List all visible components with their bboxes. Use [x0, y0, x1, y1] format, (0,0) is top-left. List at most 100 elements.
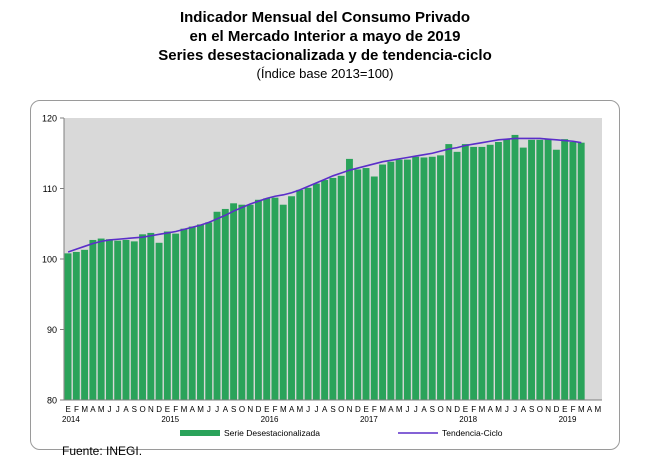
bar [461, 144, 469, 400]
bar [337, 175, 345, 400]
bar [271, 197, 279, 400]
x-year-label: 2015 [161, 415, 179, 424]
bar [379, 164, 386, 400]
bar [122, 239, 130, 400]
bar [254, 199, 262, 400]
x-month-label: F [273, 405, 278, 414]
bar [486, 144, 494, 400]
x-month-label: A [289, 405, 295, 414]
bar [577, 142, 585, 400]
x-month-label: J [116, 405, 120, 414]
bar [246, 204, 254, 400]
x-month-label: J [505, 405, 509, 414]
x-month-label: M [479, 405, 486, 414]
x-month-label: J [108, 405, 112, 414]
bar [453, 151, 461, 400]
x-month-label: N [347, 405, 353, 414]
bar [362, 168, 370, 400]
x-month-label: E [463, 405, 468, 414]
x-month-label: E [363, 405, 368, 414]
bar [213, 211, 221, 400]
x-month-label: J [513, 405, 517, 414]
bar [130, 241, 138, 401]
chart-title-line-2: en el Mercado Interior a mayo de 2019 [189, 28, 461, 45]
x-month-label: M [81, 405, 88, 414]
x-month-label: N [446, 405, 452, 414]
bar [428, 156, 436, 400]
x-year-label: 2016 [261, 415, 279, 424]
x-month-label: J [314, 405, 318, 414]
bar [89, 239, 97, 400]
bar [437, 155, 444, 400]
x-month-label: F [74, 405, 79, 414]
x-month-label: D [454, 405, 460, 414]
bar [163, 231, 171, 400]
bar [155, 242, 163, 400]
bar [172, 233, 180, 400]
bar [495, 141, 502, 400]
x-month-label: A [488, 405, 494, 414]
bar [445, 144, 453, 400]
chart-subtitle: Series desestacionalizada y de tendencia… [158, 47, 492, 64]
y-tick-label: 110 [43, 184, 57, 194]
x-month-label: A [123, 405, 129, 414]
bar [147, 232, 155, 400]
x-month-label: O [140, 405, 146, 414]
bar [403, 159, 411, 400]
x-month-label: M [98, 405, 105, 414]
x-month-label: M [578, 405, 585, 414]
bar [296, 189, 304, 400]
bar [478, 146, 486, 400]
x-month-label: F [173, 405, 178, 414]
x-month-label: J [215, 405, 219, 414]
chart-base-note: (Índice base 2013=100) [256, 66, 394, 81]
bar [569, 141, 577, 400]
y-tick-label: 90 [47, 325, 57, 335]
y-tick-label: 80 [47, 396, 57, 406]
x-month-label: F [471, 405, 476, 414]
bar [528, 139, 535, 400]
x-month-label: S [430, 405, 435, 414]
x-month-label: F [372, 405, 377, 414]
trend-line [67, 137, 582, 253]
bar [312, 183, 320, 400]
x-month-label: M [197, 405, 204, 414]
x-month-label: F [571, 405, 576, 414]
x-month-label: J [405, 405, 409, 414]
bar [346, 158, 353, 400]
x-month-label: E [264, 405, 269, 414]
x-month-label: M [181, 405, 188, 414]
x-month-label: S [132, 405, 137, 414]
bar [180, 228, 188, 400]
bar [114, 240, 122, 400]
bar [321, 180, 329, 400]
bar [205, 222, 213, 400]
x-month-label: D [355, 405, 361, 414]
x-year-label: 2019 [559, 415, 577, 424]
bar [64, 253, 72, 400]
x-year-label: 2018 [459, 415, 477, 424]
bar [97, 238, 105, 400]
x-month-label: M [396, 405, 403, 414]
chart-title-line-1: Indicador Mensual del Consumo Privado [179, 9, 471, 26]
x-month-label: A [521, 405, 527, 414]
chart-titles: Indicador Mensual del Consumo Privado en… [0, 8, 650, 82]
x-month-label: J [207, 405, 211, 414]
bar [544, 139, 552, 400]
bar [370, 176, 378, 400]
bar [238, 204, 246, 400]
x-month-label: S [330, 405, 335, 414]
x-month-label: M [595, 405, 602, 414]
x-month-label: M [280, 405, 287, 414]
bar [503, 139, 511, 400]
x-month-label: M [297, 405, 304, 414]
x-month-label: A [90, 405, 96, 414]
bar [81, 249, 89, 400]
x-month-label: D [156, 405, 162, 414]
x-month-label: D [554, 405, 560, 414]
source-note: Fuente: INEGI. [62, 444, 143, 458]
bar [279, 204, 287, 400]
x-month-label: O [437, 405, 443, 414]
x-month-label: N [545, 405, 551, 414]
